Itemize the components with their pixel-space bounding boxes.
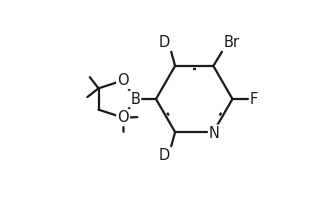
Text: N: N bbox=[209, 126, 220, 141]
Text: Br: Br bbox=[223, 35, 239, 50]
Text: B: B bbox=[130, 91, 140, 107]
Text: O: O bbox=[117, 73, 129, 88]
Text: O: O bbox=[117, 110, 129, 125]
Text: F: F bbox=[250, 91, 258, 107]
Text: D: D bbox=[159, 35, 170, 50]
Text: D: D bbox=[159, 148, 170, 163]
